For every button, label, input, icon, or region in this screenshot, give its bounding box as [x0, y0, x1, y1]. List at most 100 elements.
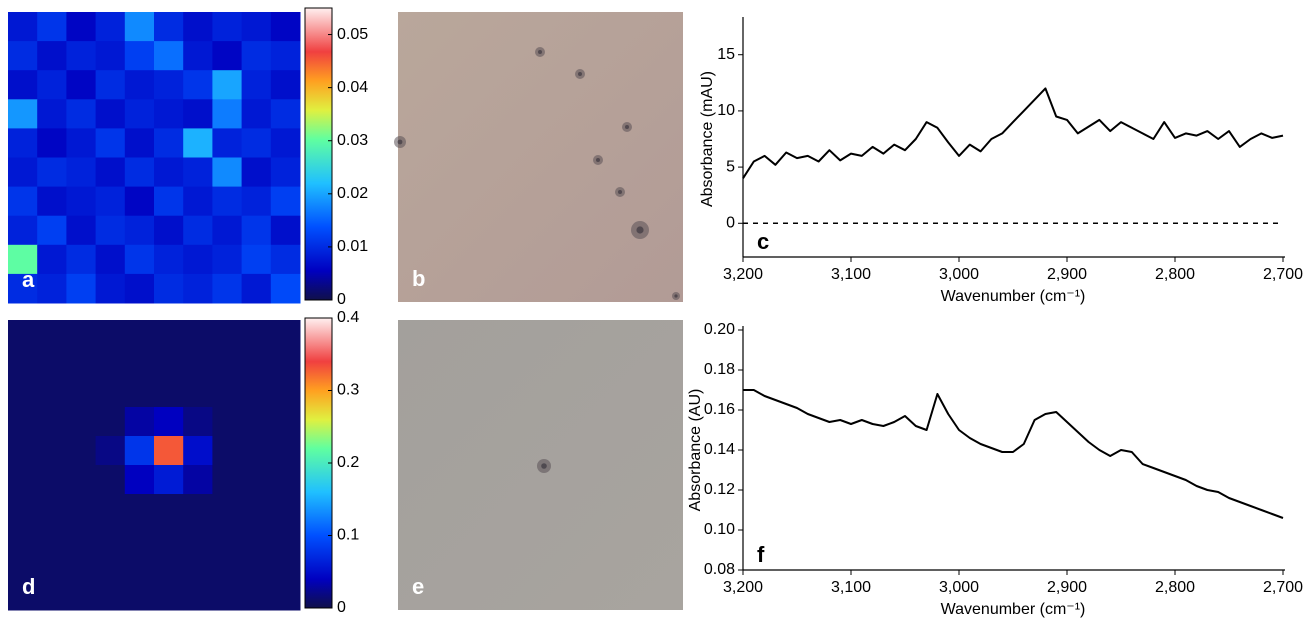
- heatmap-cell: [95, 70, 126, 100]
- colorbar-tick-label: 0.04: [337, 79, 368, 96]
- heatmap-cell: [95, 523, 126, 553]
- heatmap-cell: [37, 99, 67, 129]
- heatmap-cell: [154, 494, 184, 524]
- particle-core: [596, 158, 600, 162]
- heatmap-cell: [154, 244, 184, 275]
- heatmap-cell: [66, 523, 97, 553]
- heatmap-cell: [95, 99, 126, 129]
- particle-core: [625, 125, 629, 129]
- heatmap-cell: [37, 349, 67, 379]
- heatmap-cell: [241, 407, 272, 437]
- heatmap-cell: [8, 186, 38, 217]
- heatmap-cell: [66, 99, 97, 129]
- heatmap-cell: [183, 128, 213, 158]
- heatmap-cell: [95, 465, 126, 495]
- heatmap-cell: [95, 494, 126, 524]
- heatmap-cell: [154, 523, 184, 553]
- heatmap-cell: [212, 494, 243, 524]
- y-tick-label: 15: [717, 46, 735, 63]
- colorbar-tick-label: 0.3: [337, 382, 359, 399]
- colorbar-tick-label: 0: [337, 291, 346, 308]
- y-tick-label: 0.10: [704, 521, 735, 538]
- heatmap-cell: [66, 215, 97, 246]
- heatmap-cell: [37, 494, 67, 524]
- heatmap-cell: [154, 186, 184, 217]
- heatmap-cell: [183, 320, 213, 350]
- heatmap-cell: [66, 407, 97, 437]
- heatmap-cell: [270, 12, 301, 42]
- heatmap-cell: [124, 186, 155, 217]
- particle-core: [578, 72, 582, 76]
- heatmap-cell: [66, 128, 97, 158]
- heatmap-cell: [66, 349, 97, 379]
- heatmap-cell: [212, 320, 243, 350]
- heatmap-cell: [270, 407, 301, 437]
- heatmap-cell: [124, 70, 155, 100]
- heatmap-cell: [37, 465, 67, 495]
- heatmap-cell: [37, 128, 67, 158]
- heatmap-cell: [212, 12, 243, 42]
- heatmap-cell: [154, 70, 184, 100]
- heatmap-cell: [37, 552, 67, 582]
- heatmap-cell: [212, 436, 243, 466]
- x-tick-label: 3,100: [831, 266, 871, 283]
- heatmap-cell: [66, 465, 97, 495]
- heatmap-cell: [183, 581, 213, 611]
- heatmap-cell: [95, 552, 126, 582]
- heatmap-cell: [95, 581, 126, 611]
- heatmap-cell: [8, 215, 38, 246]
- heatmap-cell: [154, 157, 184, 188]
- heatmap-cell: [95, 244, 126, 275]
- heatmap-cell: [270, 273, 301, 304]
- heatmap-cell: [95, 320, 126, 350]
- x-tick-label: 2,900: [1047, 266, 1087, 283]
- heatmap-cell: [154, 378, 184, 408]
- heatmap-cell: [241, 378, 272, 408]
- heatmap-cell: [270, 436, 301, 466]
- heatmap-cell: [154, 349, 184, 379]
- heatmap-cell: [154, 128, 184, 158]
- heatmap-cell: [241, 99, 272, 129]
- x-axis-label: Wavenumber (cm⁻¹): [941, 288, 1086, 305]
- particle-core: [538, 50, 542, 54]
- heatmap-cell: [8, 244, 38, 275]
- heatmap-cell: [212, 523, 243, 553]
- heatmap-cell: [241, 349, 272, 379]
- panel-label: e: [412, 574, 424, 599]
- y-tick-label: 0.12: [704, 481, 735, 498]
- colorbar: [304, 317, 333, 609]
- heatmap-cell: [212, 407, 243, 437]
- heatmap-cell: [270, 41, 301, 71]
- heatmap-cell: [212, 465, 243, 495]
- x-tick-label: 3,200: [723, 266, 763, 283]
- heatmap-cell: [183, 273, 213, 304]
- heatmap-cell: [8, 70, 38, 100]
- heatmap-cell: [37, 215, 67, 246]
- heatmap-cell: [212, 128, 243, 158]
- heatmap-cell: [154, 215, 184, 246]
- heatmap-cell: [95, 436, 126, 466]
- heatmap-cell: [183, 70, 213, 100]
- heatmap-cell: [241, 244, 272, 275]
- colorbar-tick-label: 0.05: [337, 26, 368, 43]
- heatmap-cell: [124, 128, 155, 158]
- heatmap-cell: [270, 215, 301, 246]
- heatmap-cell: [154, 436, 184, 466]
- heatmap-cell: [37, 523, 67, 553]
- heatmap-cell: [8, 273, 38, 304]
- heatmap-cell: [270, 465, 301, 495]
- heatmap-cell: [212, 378, 243, 408]
- colorbar-tick-label: 0.01: [337, 238, 368, 255]
- heatmap-cell: [241, 494, 272, 524]
- heatmap-cell: [66, 436, 97, 466]
- heatmap-cell: [270, 320, 301, 350]
- heatmap-cell: [241, 41, 272, 71]
- heatmap-cell: [66, 186, 97, 217]
- heatmap-cell: [37, 378, 67, 408]
- heatmap-cell: [212, 215, 243, 246]
- heatmap-cell: [95, 157, 126, 188]
- y-tick-label: 0.18: [704, 361, 735, 378]
- heatmap-cell: [66, 273, 97, 304]
- x-tick-label: 2,800: [1155, 579, 1195, 596]
